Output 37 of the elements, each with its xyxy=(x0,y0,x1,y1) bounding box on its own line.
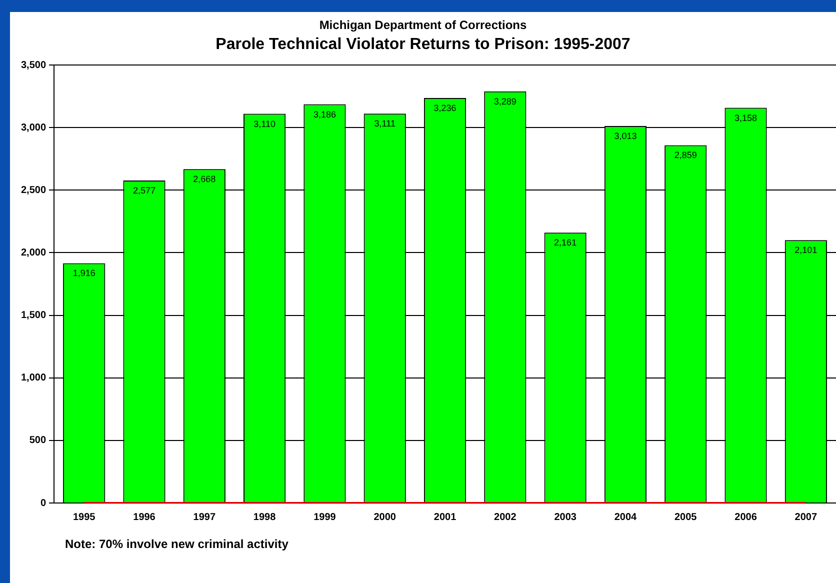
data-label: 2,161 xyxy=(554,238,577,248)
x-tick-label: 2003 xyxy=(554,512,577,523)
text: Note: 70% involve new criminal activity xyxy=(65,537,288,551)
data-label: 1,916 xyxy=(72,268,96,278)
data-label: 3,289 xyxy=(494,96,516,106)
chart-title: Parole Technical Violator Returns to Prison: 1995-2007 xyxy=(214,36,632,54)
data-label: 2,859 xyxy=(674,150,697,160)
x-tick-label: 1999 xyxy=(314,512,336,523)
x-tick-label: 1995 xyxy=(72,512,96,523)
x-tick-label: 1998 xyxy=(253,512,276,523)
x-tick-label: 2000 xyxy=(374,512,396,523)
data-label: 2,101 xyxy=(794,245,818,256)
data-label: 3,110 xyxy=(254,118,276,129)
x-tick-label: 1997 xyxy=(193,512,216,523)
y-tick-label: 500 xyxy=(29,435,46,446)
x-tick-label: 2001 xyxy=(434,512,457,523)
y-tick-label: 3,000 xyxy=(20,122,46,134)
x-tick-label: 2005 xyxy=(674,512,698,523)
y-tick-label: 3,500 xyxy=(20,60,46,71)
x-tick-label: 1996 xyxy=(133,512,156,523)
x-tick-label: 2007 xyxy=(794,512,818,523)
x-tick-label: 2002 xyxy=(494,512,517,523)
data-label: 3,186 xyxy=(313,109,336,120)
y-tick-label: 1,000 xyxy=(20,372,46,384)
data-label: 3,013 xyxy=(614,130,637,141)
data-label: 2,577 xyxy=(132,185,156,196)
x-tick-label: 2006 xyxy=(734,512,758,523)
data-label: 3,158 xyxy=(734,112,758,123)
chart-subtitle: Michigan Department of Corrections xyxy=(318,18,528,32)
y-tick-label: 2,000 xyxy=(20,247,46,258)
y-tick-label: 2,500 xyxy=(20,184,46,196)
y-tick-label: 0 xyxy=(40,498,46,509)
data-label: 3,111 xyxy=(374,118,396,129)
data-label: 3,236 xyxy=(434,103,456,114)
x-tick-label: 2004 xyxy=(614,512,638,523)
data-label: 2,668 xyxy=(193,174,216,184)
y-tick-label: 1,500 xyxy=(20,310,46,322)
